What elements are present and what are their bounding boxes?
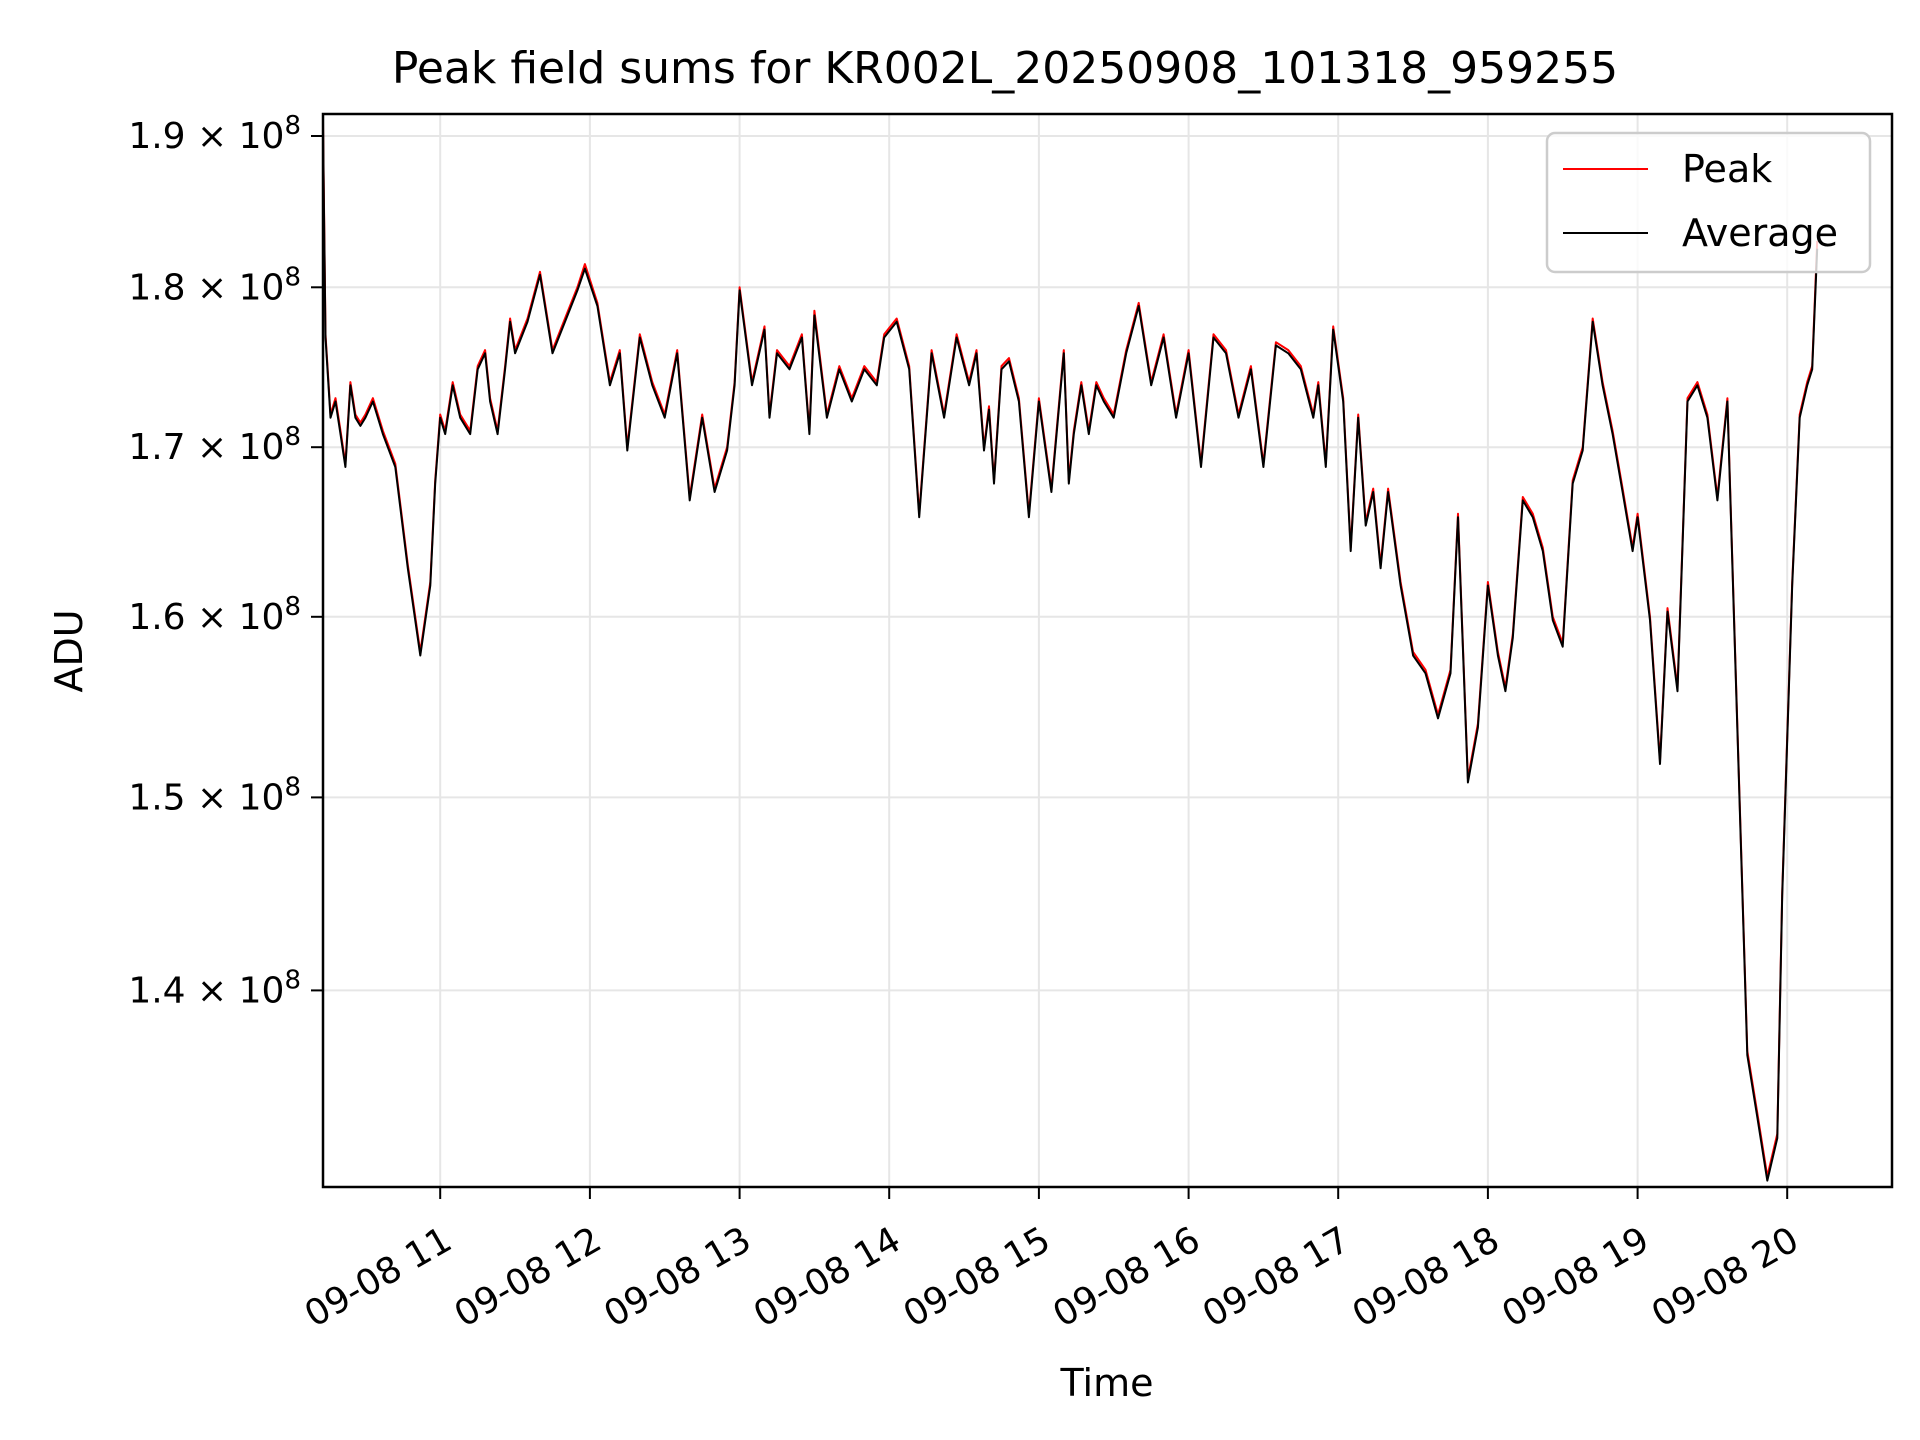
plot-area-frame	[321, 112, 1894, 1189]
y-tick-label: 1.9 × 108	[128, 111, 301, 157]
y-axis-label: ADU	[47, 609, 91, 692]
series-layer	[322, 121, 1819, 1182]
y-tick-label: 1.6 × 108	[128, 592, 301, 638]
y-tick-label: 1.4 × 108	[128, 965, 301, 1011]
chart-title: Peak field sums for KR002L_20250908_1013…	[392, 43, 1618, 94]
legend-label-average: Average	[1682, 211, 1838, 255]
legend-label-peak: Peak	[1682, 147, 1772, 191]
y-tick-label: 1.8 × 108	[128, 262, 301, 308]
y-axis-ticks: 1.4 × 108 1.5 × 108 1.6 × 108 1.7 × 108 1.8 …	[128, 111, 323, 1011]
x-axis-label: Time	[1060, 1361, 1154, 1405]
y-tick-label: 1.7 × 108	[128, 422, 301, 468]
legend-box	[1545, 131, 1872, 274]
legend: Peak Average	[1545, 131, 1872, 274]
series-line-average	[322, 128, 1819, 1182]
y-tick-label: 1.5 × 108	[128, 772, 301, 818]
